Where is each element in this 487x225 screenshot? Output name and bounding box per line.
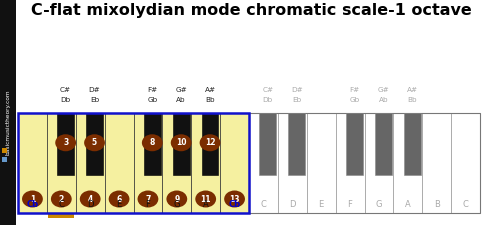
Bar — [48, 213, 75, 218]
Text: 5: 5 — [92, 138, 97, 147]
Bar — [0, 0, 16, 225]
Bar — [202, 113, 218, 175]
Bar — [346, 113, 363, 175]
Text: C#: C# — [262, 87, 273, 93]
Text: 13: 13 — [229, 194, 240, 203]
Text: C-flat mixolydian mode chromatic scale-1 octave: C-flat mixolydian mode chromatic scale-1… — [31, 3, 472, 18]
Bar — [2, 157, 7, 162]
Text: Bb: Bb — [205, 97, 215, 103]
Text: G: G — [173, 200, 180, 209]
Text: A#: A# — [205, 87, 216, 93]
Bar — [57, 113, 74, 175]
Text: B: B — [434, 200, 440, 209]
Text: Eb: Eb — [90, 97, 99, 103]
Text: E: E — [116, 200, 122, 209]
Ellipse shape — [142, 134, 163, 151]
Bar — [2, 148, 7, 153]
Text: A: A — [203, 200, 208, 209]
Bar — [260, 113, 276, 175]
Text: Gb: Gb — [349, 97, 359, 103]
Text: C#: C# — [60, 87, 71, 93]
Text: 6: 6 — [116, 194, 122, 203]
Bar — [18, 113, 47, 213]
Text: A: A — [405, 200, 411, 209]
Bar — [404, 113, 420, 175]
Text: 2: 2 — [59, 194, 64, 203]
Ellipse shape — [84, 134, 105, 151]
Bar — [288, 113, 305, 175]
Text: F: F — [146, 200, 150, 209]
Text: 8: 8 — [150, 138, 155, 147]
Bar — [375, 113, 392, 175]
Ellipse shape — [167, 191, 187, 207]
Bar — [364, 113, 393, 213]
Text: Cb: Cb — [26, 200, 38, 209]
Text: C: C — [58, 200, 64, 209]
Text: Db: Db — [262, 97, 273, 103]
Ellipse shape — [195, 191, 216, 207]
Bar — [220, 113, 249, 213]
Ellipse shape — [171, 134, 191, 151]
Text: E: E — [318, 200, 324, 209]
Text: Ab: Ab — [378, 97, 388, 103]
Bar — [162, 113, 191, 213]
Text: 4: 4 — [88, 194, 93, 203]
Bar — [86, 113, 103, 175]
Text: C: C — [261, 200, 266, 209]
Text: 9: 9 — [174, 194, 179, 203]
Bar — [191, 113, 220, 213]
Text: 3: 3 — [63, 138, 68, 147]
Ellipse shape — [109, 191, 130, 207]
Text: G#: G# — [175, 87, 187, 93]
Bar — [278, 113, 307, 213]
Bar — [144, 113, 161, 175]
Bar — [76, 113, 105, 213]
Text: Gb: Gb — [147, 97, 157, 103]
Text: F: F — [348, 200, 353, 209]
Text: Ab: Ab — [176, 97, 186, 103]
Ellipse shape — [80, 191, 101, 207]
Text: 11: 11 — [201, 194, 211, 203]
Text: G: G — [375, 200, 382, 209]
Bar — [451, 113, 480, 213]
Ellipse shape — [224, 191, 245, 207]
Bar — [249, 113, 278, 213]
Bar — [47, 113, 76, 213]
Text: 1: 1 — [30, 194, 35, 203]
Text: basicmusictheory.com: basicmusictheory.com — [5, 90, 11, 155]
Text: Bb: Bb — [407, 97, 417, 103]
Text: Cb: Cb — [228, 200, 241, 209]
Bar — [133, 113, 162, 213]
Bar — [249, 113, 480, 213]
Text: C: C — [463, 200, 468, 209]
Text: A#: A# — [407, 87, 418, 93]
Text: G#: G# — [377, 87, 389, 93]
Ellipse shape — [22, 191, 43, 207]
Text: D#: D# — [291, 87, 302, 93]
Ellipse shape — [200, 134, 221, 151]
Ellipse shape — [55, 134, 76, 151]
Text: 7: 7 — [145, 194, 150, 203]
Text: Eb: Eb — [292, 97, 301, 103]
Bar — [336, 113, 364, 213]
Text: 10: 10 — [176, 138, 187, 147]
Bar — [422, 113, 451, 213]
Text: F#: F# — [349, 87, 359, 93]
Bar — [18, 113, 249, 213]
Text: Db: Db — [60, 97, 71, 103]
Ellipse shape — [51, 191, 72, 207]
Text: D#: D# — [89, 87, 100, 93]
Bar — [307, 113, 336, 213]
Ellipse shape — [137, 191, 158, 207]
Text: 12: 12 — [205, 138, 215, 147]
Bar — [393, 113, 422, 213]
Bar — [105, 113, 133, 213]
Text: F#: F# — [147, 87, 157, 93]
Bar — [173, 113, 189, 175]
Text: D: D — [289, 200, 296, 209]
Text: D: D — [87, 200, 94, 209]
